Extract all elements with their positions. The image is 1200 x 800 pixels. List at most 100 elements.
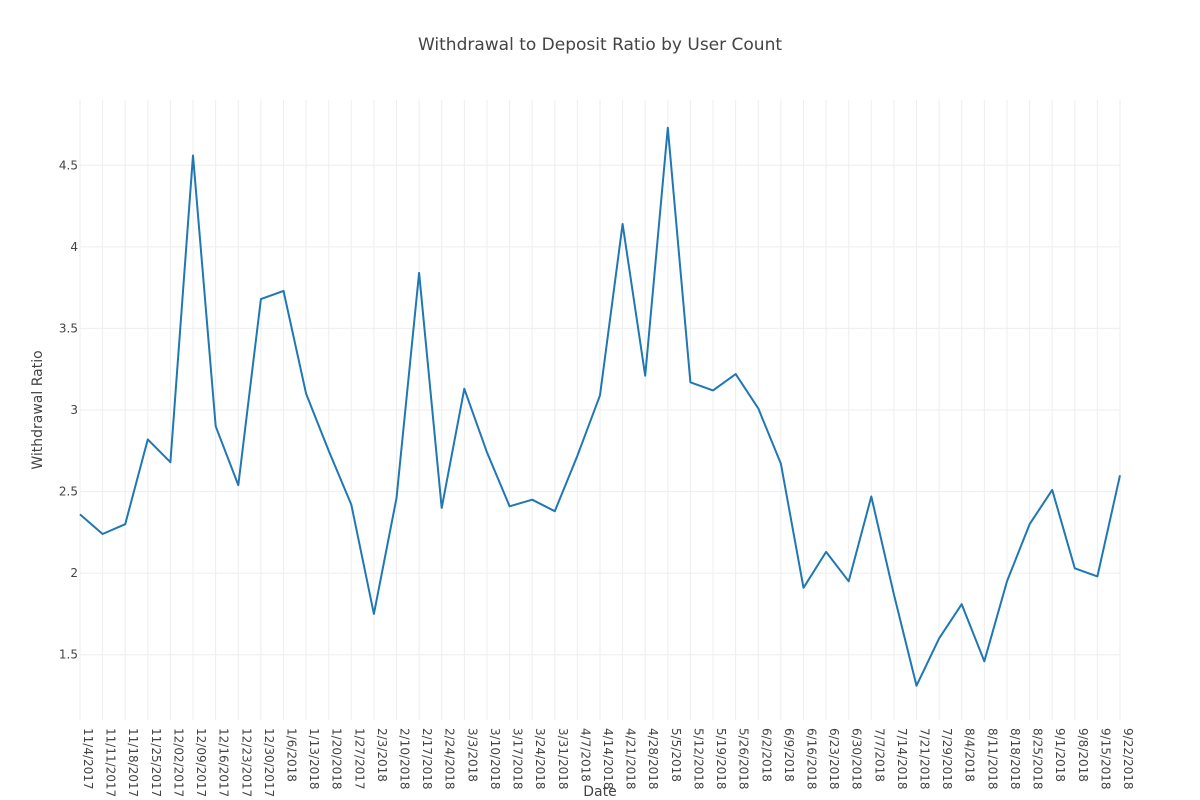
data-point xyxy=(348,502,354,508)
data-point xyxy=(190,152,196,158)
data-point xyxy=(507,503,513,509)
x-tick-label: 5/26/2018 xyxy=(737,728,751,790)
x-tick-label: 8/25/2018 xyxy=(1031,728,1045,790)
x-tick-label: 12/16/2017 xyxy=(217,728,231,797)
y-tick-label: 3.5 xyxy=(59,321,78,335)
x-tick-label: 9/15/2018 xyxy=(1098,728,1112,790)
x-tick-label: 7/7/2018 xyxy=(872,728,886,782)
data-point xyxy=(846,578,852,584)
data-point xyxy=(258,296,264,302)
x-tick-label: 11/25/2017 xyxy=(149,728,163,797)
y-tick-label: 3 xyxy=(70,403,78,417)
x-tick-label: 3/10/2018 xyxy=(488,728,502,790)
y-tick-label: 2 xyxy=(70,566,78,580)
x-tick-label: 6/2/2018 xyxy=(759,728,773,782)
x-tick-label: 8/11/2018 xyxy=(985,728,999,790)
y-tick-label: 2.5 xyxy=(59,485,78,499)
x-tick-label: 7/14/2018 xyxy=(895,728,909,790)
x-tick-label: 12/23/2017 xyxy=(239,728,253,797)
x-tick-label: 3/24/2018 xyxy=(533,728,547,790)
data-point xyxy=(620,221,626,227)
data-point xyxy=(959,601,965,607)
data-point xyxy=(1004,578,1010,584)
data-point xyxy=(665,125,671,131)
x-tick-label: 2/24/2018 xyxy=(443,728,457,790)
x-tick-label: 6/23/2018 xyxy=(827,728,841,790)
data-point xyxy=(733,371,739,377)
data-point xyxy=(280,288,286,294)
x-tick-label: 2/17/2018 xyxy=(420,728,434,790)
data-point xyxy=(710,387,716,393)
x-tick-label: 11/18/2017 xyxy=(126,728,140,797)
data-point xyxy=(823,549,829,555)
y-gridlines xyxy=(80,164,1120,656)
data-point xyxy=(213,423,219,429)
chart-title: Withdrawal to Deposit Ratio by User Coun… xyxy=(418,35,782,55)
series-layer xyxy=(77,125,1121,689)
x-tick-labels: 11/4/2017 11/11/2017 11/18/2017 11/25/2017 1… xyxy=(81,728,1135,797)
x-tick-label: 9/1/2018 xyxy=(1053,728,1067,782)
x-tick-label: 11/4/2017 xyxy=(81,728,95,790)
data-point xyxy=(755,405,761,411)
x-tick-label: 7/29/2018 xyxy=(940,728,954,790)
data-point xyxy=(1094,573,1100,579)
y-tick-label: 4 xyxy=(70,240,78,254)
data-point xyxy=(100,531,106,537)
data-point xyxy=(167,459,173,465)
x-tick-label: 5/5/2018 xyxy=(669,728,683,782)
x-tick-label: 2/3/2018 xyxy=(375,728,389,782)
data-point xyxy=(1072,565,1078,571)
x-tick-label: 8/18/2018 xyxy=(1008,728,1022,790)
x-tick-label: 3/3/2018 xyxy=(465,728,479,782)
x-tick-label: 6/30/2018 xyxy=(850,728,864,790)
data-point xyxy=(394,495,400,501)
data-point xyxy=(891,591,897,597)
data-point xyxy=(574,453,580,459)
data-point xyxy=(552,508,558,514)
x-tick-label: 1/13/2018 xyxy=(307,728,321,790)
x-tick-label: 6/16/2018 xyxy=(804,728,818,790)
series-line xyxy=(79,126,1121,687)
x-tick-label: 9/22/2018 xyxy=(1121,728,1135,790)
y-axis-title: Withdrawal Ratio xyxy=(30,350,46,469)
data-point xyxy=(1049,487,1055,493)
data-point xyxy=(326,448,332,454)
data-point xyxy=(936,635,942,641)
data-point xyxy=(597,392,603,398)
data-point xyxy=(235,482,241,488)
data-point xyxy=(687,379,693,385)
x-tick-label: 2/10/2018 xyxy=(398,728,412,790)
x-tick-label: 5/19/2018 xyxy=(714,728,728,790)
x-axis-title: Date xyxy=(583,784,616,800)
x-tick-label: 4/7/2018 xyxy=(578,728,592,782)
x-tick-label: 3/31/2018 xyxy=(556,728,570,790)
data-point xyxy=(914,683,920,689)
data-point xyxy=(461,386,467,392)
x-tick-label: 1/6/2018 xyxy=(284,728,298,782)
x-tick-label: 3/17/2018 xyxy=(511,728,525,790)
data-point xyxy=(77,511,83,517)
x-tick-label: 12/02/2017 xyxy=(171,728,185,797)
x-tick-label: 12/09/2017 xyxy=(194,728,208,797)
data-point xyxy=(800,585,806,591)
data-point xyxy=(439,505,445,511)
data-point xyxy=(1027,521,1033,527)
x-tick-label: 4/21/2018 xyxy=(624,728,638,790)
data-point xyxy=(529,497,535,503)
data-point xyxy=(122,521,128,527)
x-tick-label: 12/30/2017 xyxy=(262,728,276,797)
x-tick-label: 4/28/2018 xyxy=(646,728,660,790)
data-point xyxy=(303,391,309,397)
y-tick-label: 4.5 xyxy=(59,158,78,172)
data-point xyxy=(145,436,151,442)
x-tick-label: 1/27/2017 xyxy=(352,728,366,790)
y-tick-labels: 1.5 2 2.5 3 3.5 4 4.5 xyxy=(59,158,78,661)
x-tick-label: 4/14/2018 xyxy=(601,728,615,790)
x-tick-label: 9/8/2018 xyxy=(1076,728,1090,782)
data-point xyxy=(868,493,874,499)
data-point xyxy=(371,611,377,617)
data-point xyxy=(981,658,987,664)
x-tick-label: 6/9/2018 xyxy=(782,728,796,782)
x-tick-label: 11/11/2017 xyxy=(104,728,118,797)
